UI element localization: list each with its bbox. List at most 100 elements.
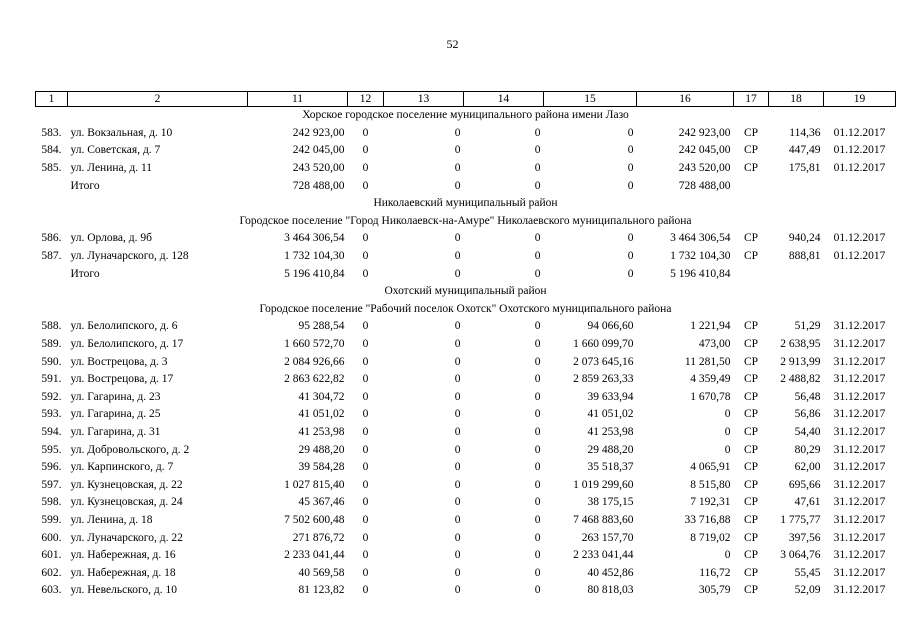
table-cell: 0 — [534, 320, 541, 333]
table-row: 584. ул. Советская, д. 7 242 045,00 0 0 0 0 242… — [36, 142, 896, 160]
table-cell: 473,00 — [698, 338, 731, 351]
table-cell: 583. — [41, 126, 62, 139]
table-cell: 0 — [454, 549, 461, 562]
table-cell: ул. Ленина, д. 11 — [70, 162, 153, 175]
table-cell: ул. Луначарского, д. 22 — [70, 531, 183, 544]
table-cell: 3 464 306,54 — [670, 232, 731, 245]
table-cell: 31.12.2017 — [833, 584, 886, 597]
table-cell: Итого — [70, 179, 100, 192]
table-cell: 39 584,28 — [298, 461, 345, 474]
table-cell: 47,61 — [794, 496, 821, 509]
table-cell: 888,81 — [788, 250, 821, 263]
column-header: 1 — [35, 91, 68, 107]
registry-table: 1 2 11 12 13 14 15 16 17 18 19 Хорское городское п… — [35, 91, 896, 600]
table-cell: 447,49 — [788, 144, 821, 157]
table-cell: 0 — [362, 496, 369, 509]
table-cell: 589. — [41, 338, 62, 351]
table-cell — [824, 177, 896, 195]
table-cell: 0 — [534, 531, 541, 544]
table-cell: 0 — [534, 267, 541, 280]
table-cell: 29 488,20 — [298, 443, 345, 456]
section-heading: Хорское городское поселение муниципально… — [302, 109, 629, 122]
table-cell: 0 — [362, 179, 369, 192]
table-cell: 588. — [41, 320, 62, 333]
table-cell: СР — [743, 355, 759, 368]
table-cell: 0 — [362, 566, 369, 579]
table-cell: СР — [743, 425, 759, 438]
table-cell: СР — [743, 513, 759, 526]
table-cell: 7 192,31 — [690, 496, 731, 509]
table-cell: 31.12.2017 — [833, 461, 886, 474]
table-body: Хорское городское поселение муниципально… — [36, 107, 896, 600]
table-cell: 0 — [534, 390, 541, 403]
table-cell: ул. Кузнецовская, д. 22 — [70, 478, 183, 491]
table-cell: 0 — [534, 338, 541, 351]
table-cell: 601. — [41, 549, 62, 562]
table-cell: 41 253,98 — [298, 425, 345, 438]
table-cell — [824, 265, 896, 283]
table-cell — [734, 265, 769, 283]
table-cell: СР — [743, 373, 759, 386]
table-cell: 603. — [41, 584, 62, 597]
table-cell: 40 569,58 — [298, 566, 345, 579]
table-cell: 0 — [534, 373, 541, 386]
table-cell: ул. Гагарина, д. 25 — [70, 408, 161, 421]
table-cell: ул. Карпинского, д. 7 — [70, 461, 174, 474]
table-cell: 0 — [724, 425, 731, 438]
table-cell: 2 084 926,66 — [284, 355, 345, 368]
table-cell: 0 — [534, 478, 541, 491]
table-cell: 263 157,70 — [581, 531, 634, 544]
table-cell: 3 064,76 — [780, 549, 821, 562]
table-cell: 0 — [454, 179, 461, 192]
section-heading: Городское поселение "Город Николаевск-на… — [239, 214, 692, 227]
table-cell: 600. — [41, 531, 62, 544]
table-cell: 0 — [454, 373, 461, 386]
table-cell: 41 051,02 — [298, 408, 345, 421]
table-cell: 0 — [534, 425, 541, 438]
table-cell: 01.12.2017 — [833, 232, 886, 245]
table-cell: 41 304,72 — [298, 390, 345, 403]
table-cell: 31.12.2017 — [833, 496, 886, 509]
column-header: 16 — [636, 91, 734, 107]
table-row: 583. ул. Вокзальная, д. 10 242 923,00 0 0 0 0 2… — [36, 125, 896, 143]
table-cell: 242 045,00 — [678, 144, 731, 157]
table-cell: 0 — [454, 320, 461, 333]
table-cell: 594. — [41, 425, 62, 438]
table-cell: 271 876,72 — [292, 531, 345, 544]
table-cell: 29 488,20 — [587, 443, 634, 456]
table-cell: 55,45 — [794, 566, 821, 579]
table-cell: ул. Орлова, д. 9б — [70, 232, 152, 245]
table-cell: 11 281,50 — [684, 355, 731, 368]
table-cell: 0 — [454, 461, 461, 474]
table-cell: 31.12.2017 — [833, 373, 886, 386]
table-cell: ул. Вострецова, д. 3 — [70, 355, 168, 368]
table-row: 596. ул. Карпинского, д. 7 39 584,28 0 0 0 35 … — [36, 459, 896, 477]
table-cell: 2 638,95 — [780, 338, 821, 351]
table-cell: 94 066,60 — [587, 320, 634, 333]
table-cell: 592. — [41, 390, 62, 403]
table-cell: ул. Кузнецовская, д. 24 — [70, 496, 183, 509]
table-cell: 0 — [454, 584, 461, 597]
table-row: 585. ул. Ленина, д. 11 243 520,00 0 0 0 0 243 5… — [36, 160, 896, 178]
table-cell: ул. Набережная, д. 16 — [70, 549, 176, 562]
table-row: 591. ул. Вострецова, д. 17 2 863 622,82 0 0 0… — [36, 371, 896, 389]
table-cell: 81 123,82 — [298, 584, 345, 597]
table-cell: 0 — [454, 144, 461, 157]
section-heading: Городское поселение "Рабочий поселок Охо… — [259, 302, 672, 315]
table-cell: 243 520,00 — [292, 162, 345, 175]
table-cell: 0 — [724, 443, 731, 456]
table-cell: 0 — [534, 461, 541, 474]
table-cell: ул. Белолипского, д. 6 — [70, 320, 178, 333]
table-cell: 31.12.2017 — [833, 513, 886, 526]
table-cell: 95 288,54 — [298, 320, 345, 333]
table-cell: 695,66 — [788, 478, 821, 491]
table-cell: СР — [743, 232, 759, 245]
table-cell: СР — [743, 408, 759, 421]
table-row: 602. ул. Набережная, д. 18 40 569,58 0 0 0 40 … — [36, 564, 896, 582]
table-cell — [769, 177, 824, 195]
table-cell — [769, 265, 824, 283]
table-row: 587. ул. Луначарского, д. 128 1 732 104,30… — [36, 248, 896, 266]
table-row: 593. ул. Гагарина, д. 25 41 051,02 0 0 0 41 05… — [36, 406, 896, 424]
table-cell: 40 452,86 — [587, 566, 634, 579]
table-cell: 0 — [627, 232, 634, 245]
